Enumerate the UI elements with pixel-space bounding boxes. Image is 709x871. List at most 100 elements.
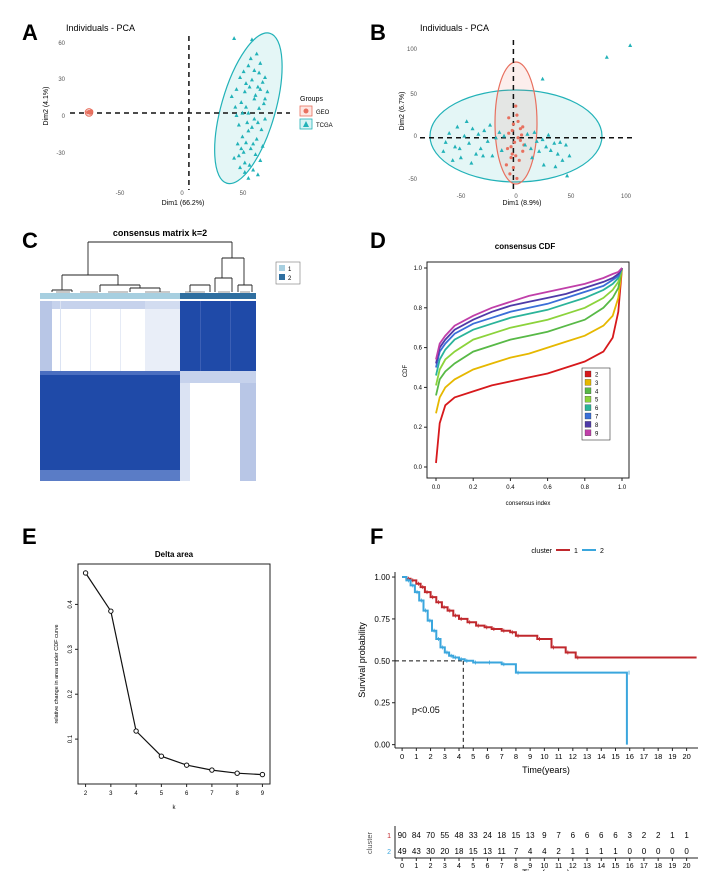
- cdf-xtick-label: 0.0: [432, 485, 441, 491]
- tcga-point: [567, 153, 572, 158]
- risk-cell: 1: [585, 847, 590, 856]
- geo-point: [507, 131, 511, 135]
- consensus-cdf-chart: consensus CDF 0.0 0.2 0.4 0.6 0.8 1.0 0.0 0.2 0.4…: [403, 242, 630, 507]
- risk-xtick-label: 6: [486, 863, 490, 870]
- risk-cell: 1: [684, 831, 689, 840]
- km-xtick-label: 13: [583, 752, 591, 761]
- geo-point: [510, 128, 514, 133]
- tcga-point: [485, 139, 490, 143]
- tcga-point: [553, 164, 558, 169]
- cdf-series-8: [435, 267, 623, 364]
- delta-point: [234, 770, 240, 776]
- risk-xtick-label: 20: [683, 863, 691, 870]
- tcga-point: [528, 146, 533, 151]
- geo-point: [516, 119, 520, 124]
- km-ytick-label: 0.50: [374, 657, 390, 666]
- tcga-point: [263, 96, 268, 101]
- tcga-point: [447, 130, 452, 135]
- cdf-ylabel: CDF: [403, 365, 409, 378]
- pca-a-legend-title: Groups: [300, 96, 323, 103]
- km-legend-label-2: 2: [600, 548, 604, 555]
- cdf-series-5: [435, 267, 623, 386]
- risk-xtick-label: 19: [668, 863, 676, 870]
- delta-xtick-label: 6: [185, 791, 189, 797]
- risk-cell: 4: [542, 847, 547, 856]
- survival-chart: cluster 1 21.000.750.500.250.000 1 2 3 4 5 6 7 8 9 1…: [357, 548, 698, 871]
- geo-point: [515, 176, 519, 181]
- risk-xtick-label: 1: [414, 863, 418, 870]
- geo-point: [515, 113, 519, 117]
- pca-b-xtick: 100: [621, 194, 632, 200]
- tcga-point: [453, 144, 458, 149]
- cdf-ytick-label: 0.6: [414, 346, 423, 352]
- risk-cell: 1: [599, 847, 604, 856]
- cdf-legend-label: 8: [595, 423, 599, 429]
- pca-a-legend-geo: GEO: [316, 110, 330, 116]
- tcga-point: [469, 160, 474, 165]
- cdf-legend-swatch: [584, 396, 592, 403]
- geo-point: [507, 116, 511, 120]
- tcga-point: [540, 137, 545, 142]
- panel-label-f: F: [370, 524, 383, 549]
- delta-point: [259, 771, 266, 778]
- km-ytick-label: 0.75: [374, 615, 390, 624]
- tcga-point: [248, 146, 253, 151]
- cdf-series-3: [435, 267, 623, 414]
- geo-point: [518, 138, 523, 143]
- tcga-point: [244, 140, 248, 145]
- geo-point: [508, 172, 512, 176]
- tcga-point: [239, 146, 244, 151]
- risk-xtick-label: 17: [640, 863, 648, 870]
- tcga-point: [252, 68, 257, 72]
- delta-plot-frame: [77, 563, 271, 785]
- geo-point: [521, 149, 525, 153]
- risk-cell: 6: [585, 831, 590, 840]
- tcga-point: [441, 149, 446, 153]
- km-xtick-label: 14: [597, 752, 605, 761]
- tcga-confidence-ellipse: [214, 32, 283, 185]
- risk-row-label: 2: [387, 849, 391, 856]
- risk-cell: 3: [627, 831, 632, 840]
- tcga-point: [254, 136, 259, 141]
- cdf-xlabel: consensus index: [506, 501, 551, 507]
- tcga-point: [458, 155, 463, 160]
- km-xtick-label: 12: [569, 752, 577, 761]
- tcga-point: [246, 63, 251, 68]
- cdf-series-9: [435, 267, 623, 360]
- tcga-point: [244, 81, 248, 85]
- delta-xtick-label: 7: [210, 791, 214, 797]
- tcga-point: [245, 120, 250, 125]
- km-legend-label-1: 1: [574, 548, 578, 555]
- pca-b-title: Individuals - PCA: [420, 23, 489, 33]
- geo-point: [521, 125, 525, 129]
- cdf-xtick-label: 0.4: [506, 485, 515, 491]
- tcga-point: [239, 100, 244, 104]
- tcga-point: [242, 89, 247, 94]
- risk-cell: 1: [571, 847, 576, 856]
- delta-ytick-label: 0.2: [68, 689, 74, 698]
- risk-xtick-label: 11: [555, 863, 562, 870]
- km-xtick-label: 9: [528, 752, 532, 761]
- risk-cell: 70: [426, 831, 435, 840]
- cdf-ytick-label: 0.4: [414, 385, 423, 391]
- tcga-point: [234, 87, 239, 91]
- km-xtick-label: 18: [654, 752, 662, 761]
- tcga-point: [493, 135, 498, 140]
- tcga-point: [260, 143, 265, 148]
- tcga-point: [560, 158, 565, 162]
- km-xtick-label: 6: [485, 752, 489, 761]
- pca-a-xtick: -50: [116, 191, 125, 197]
- geo-point: [509, 156, 513, 160]
- tcga-point: [467, 140, 472, 145]
- tcga-point: [238, 165, 243, 170]
- tcga-point: [532, 130, 537, 134]
- tcga-point: [502, 133, 507, 138]
- risk-cell: 13: [483, 847, 492, 856]
- risk-cell: 7: [514, 847, 519, 856]
- risk-row-label: 1: [387, 833, 391, 840]
- tcga-point: [478, 146, 483, 151]
- tcga-point: [565, 173, 570, 178]
- cdf-xtick-label: 0.2: [469, 485, 478, 491]
- tcga-point: [263, 75, 268, 80]
- pca-b-xlabel: Dim1 (8.9%): [503, 200, 542, 207]
